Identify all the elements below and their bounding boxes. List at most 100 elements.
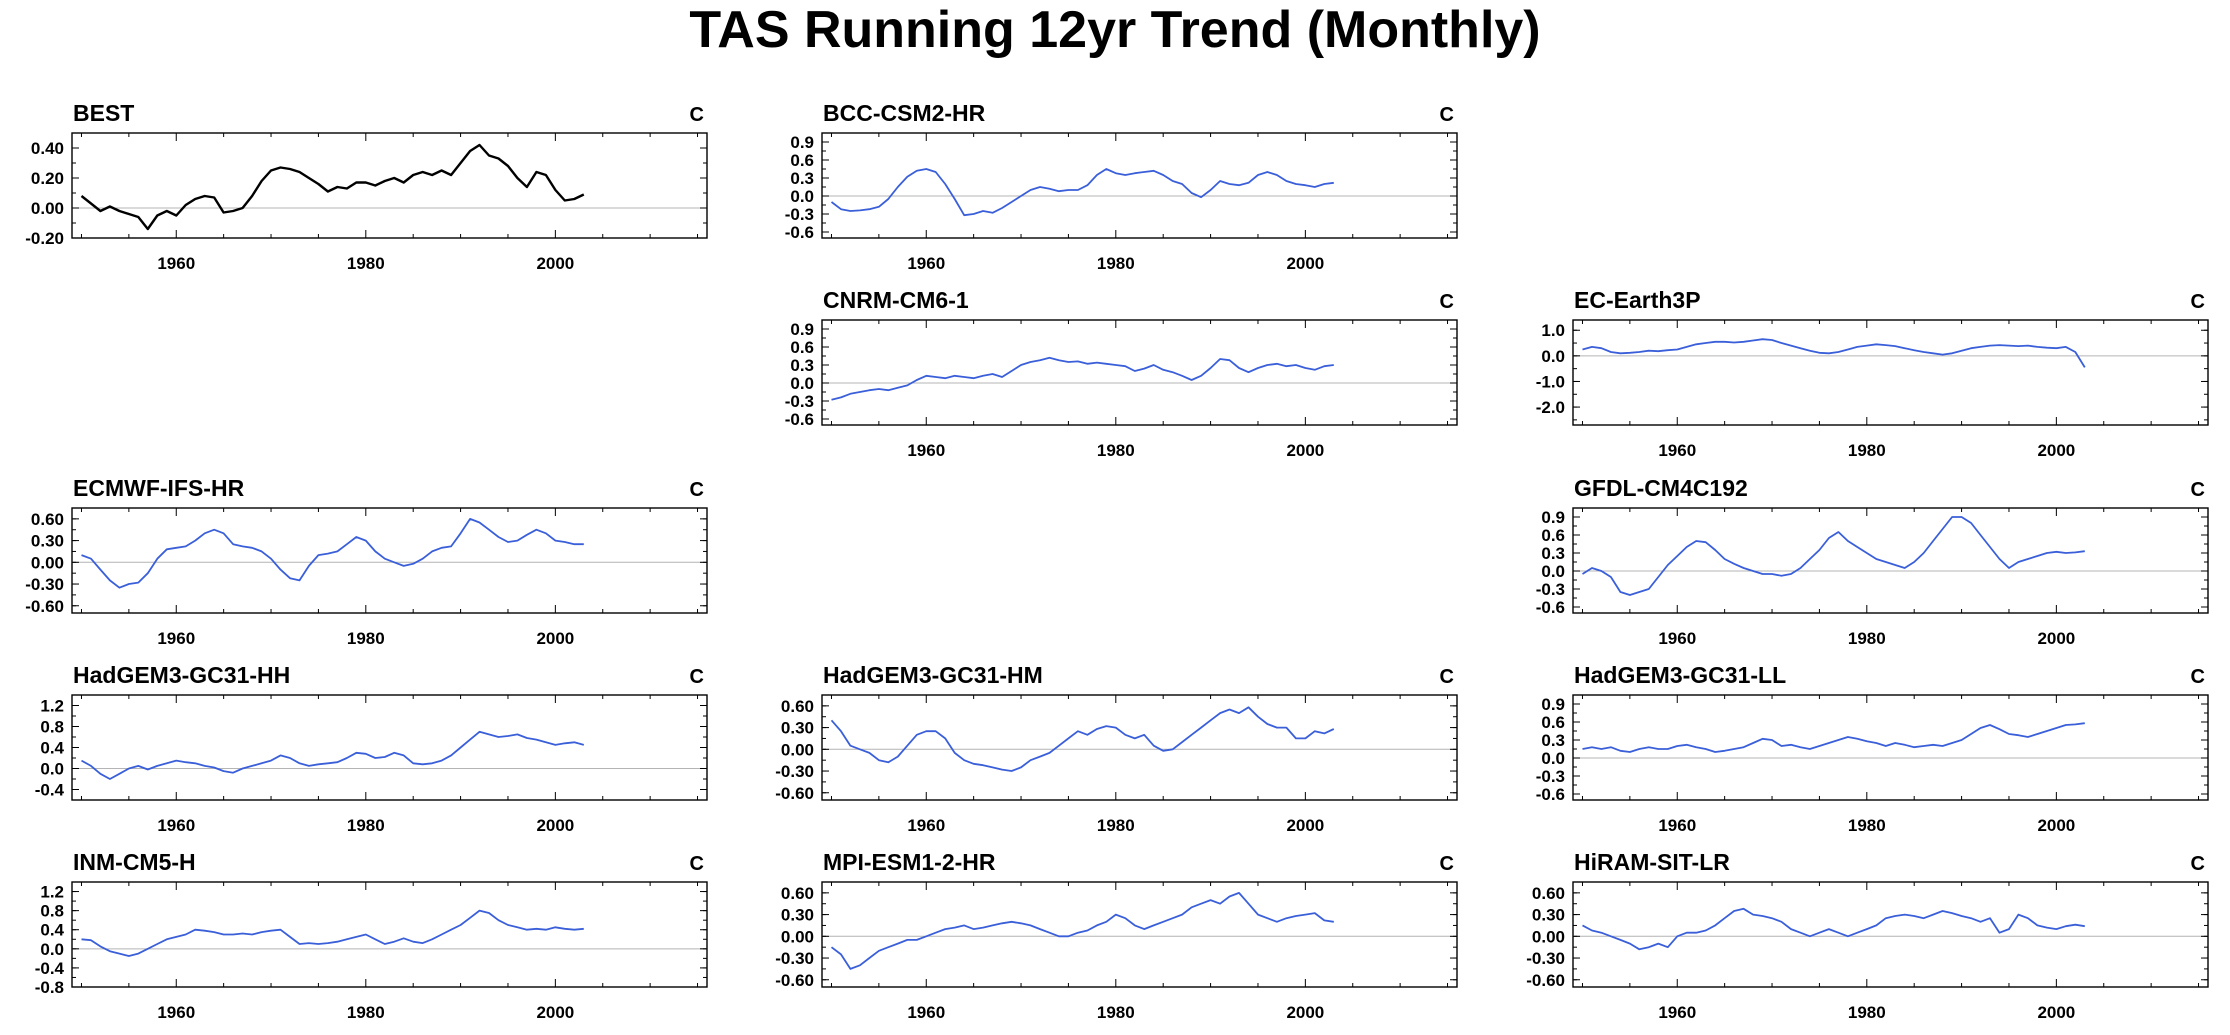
y-tick-label: 0.3: [790, 356, 814, 375]
unit-label: C: [2191, 853, 2205, 875]
panel-ec-earth3p: EC-Earth3P C 1960 1980 2000 1.0 0.0 -1.0 -2.0: [1536, 287, 2209, 460]
y-tick-label: -0.3: [785, 205, 814, 224]
unit-label: C: [690, 104, 704, 126]
x-tick-label: 1980: [1097, 816, 1135, 835]
x-tick-label: 2000: [536, 1003, 574, 1022]
y-tick-label: 0.0: [1541, 347, 1565, 366]
y-tick-label: 0.3: [790, 169, 814, 188]
y-tick-label: 1.2: [40, 883, 64, 902]
series-line-cnrm-cm6-1: [831, 356, 1334, 401]
y-tick-label: -0.6: [785, 223, 814, 242]
y-tick-label: 0.6: [790, 338, 814, 357]
y-tick-label: 0.60: [781, 884, 814, 903]
series-line-hadgem3-gc31-ll: [1582, 722, 2085, 753]
x-tick-label: 1980: [1097, 441, 1135, 460]
panel-hadgem3-gc31-ll: HadGEM3-GC31-LL C 1960 1980 2000 0.90.60.30.0…: [1536, 662, 2209, 835]
x-tick-label: 2000: [536, 816, 574, 835]
panel-title: HadGEM3-GC31-HH: [73, 662, 290, 688]
plot-frame: [1572, 694, 2209, 801]
figure-title: TAS Running 12yr Trend (Monthly): [689, 1, 1541, 59]
y-tick-label: 0.00: [1532, 927, 1565, 946]
panel-cnrm-cm6-1: CNRM-CM6-1 C 1960 1980 2000 0.90.60.30.0-0.3-…: [785, 287, 1458, 460]
y-tick-label: 0.40: [31, 139, 64, 158]
plot-frame: [1572, 319, 2209, 426]
x-tick-label: 1960: [157, 816, 195, 835]
y-tick-label: -0.3: [1536, 580, 1565, 599]
unit-label: C: [1440, 291, 1454, 313]
x-tick-label: 1980: [1097, 1003, 1135, 1022]
panel-title: HiRAM-SIT-LR: [1574, 849, 1730, 875]
panel-hiram-sit-lr: HiRAM-SIT-LR C 1960 1980 2000 0.60 0.30 0.00 -0.…: [1526, 849, 2209, 1022]
y-tick-label: 0.3: [1541, 544, 1565, 563]
unit-label: C: [1440, 104, 1454, 126]
x-tick-label: 1980: [347, 1003, 385, 1022]
y-tick-label: 0.00: [31, 553, 64, 572]
x-tick-label: 1960: [157, 1003, 195, 1022]
panel-title: CNRM-CM6-1: [823, 287, 969, 313]
panel-title: GFDL-CM4C192: [1574, 475, 1748, 501]
x-tick-label: 1980: [1848, 816, 1886, 835]
panel-mpi-esm1-2-hr: MPI-ESM1-2-HR C 1960 1980 2000 0.60 0.30 0.00 -0…: [775, 849, 1458, 1022]
y-tick-label: -0.4: [35, 781, 65, 800]
y-tick-label: 0.0: [40, 760, 64, 779]
unit-label: C: [2191, 479, 2205, 501]
x-tick-label: 1960: [1658, 629, 1696, 648]
unit-label: C: [690, 666, 704, 688]
y-tick-label: 0.4: [40, 921, 64, 940]
x-tick-label: 2000: [2037, 816, 2075, 835]
x-tick-label: 1980: [1097, 254, 1135, 273]
series-line-hiram-sit-lr: [1582, 907, 2085, 951]
unit-label: C: [1440, 666, 1454, 688]
panel-hadgem3-gc31-hm: HadGEM3-GC31-HM C 1960 1980 2000 0.60 0.30 0.00…: [775, 662, 1458, 835]
x-tick-label: 2000: [2037, 1003, 2075, 1022]
panel-title: INM-CM5-H: [73, 849, 196, 875]
y-tick-label: 0.9: [1541, 508, 1565, 527]
plot-frame: [821, 694, 1458, 801]
y-tick-label: 0.30: [31, 532, 64, 551]
unit-label: C: [2191, 291, 2205, 313]
y-tick-label: -0.30: [775, 949, 814, 968]
plot-frame: [71, 881, 708, 988]
unit-label: C: [690, 479, 704, 501]
y-tick-label: 0.8: [40, 718, 64, 737]
y-tick-label: 0.6: [1541, 713, 1565, 732]
y-tick-label: -0.30: [1526, 949, 1565, 968]
y-tick-label: 0.8: [40, 902, 64, 921]
x-tick-label: 2000: [1286, 1003, 1324, 1022]
plot-frame: [1572, 881, 2209, 988]
panel-title: EC-Earth3P: [1574, 287, 1701, 313]
y-tick-label: 0.30: [1532, 906, 1565, 925]
unit-label: C: [2191, 666, 2205, 688]
y-tick-label: 0.3: [1541, 731, 1565, 750]
y-tick-label: -0.60: [25, 597, 64, 616]
panel-title: ECMWF-IFS-HR: [73, 475, 245, 501]
x-tick-label: 1960: [907, 254, 945, 273]
x-tick-label: 1960: [907, 1003, 945, 1022]
x-tick-label: 1960: [157, 254, 195, 273]
y-tick-label: 0.30: [781, 719, 814, 738]
y-tick-label: -0.60: [775, 784, 814, 803]
panel-title: MPI-ESM1-2-HR: [823, 849, 996, 875]
series-line-inm-cm5-h: [81, 909, 584, 957]
y-tick-label: 0.0: [1541, 749, 1565, 768]
series-line-bcc-csm2-hr: [830, 168, 1334, 217]
panel-inm-cm5-h: INM-CM5-H C 1960 1980 2000 1.20.80.40.0-0.4-0…: [35, 849, 708, 1022]
plot-frame: [821, 319, 1458, 426]
y-tick-label: 0.0: [790, 374, 814, 393]
plot-frame: [1572, 507, 2209, 614]
panel-best: BEST C 1960 1980 2000 0.40 0.20 0.00 -0.20: [25, 100, 708, 273]
y-tick-label: 0.0: [790, 187, 814, 206]
panel-title: BEST: [73, 100, 134, 126]
y-tick-label: 0.6: [1541, 526, 1565, 545]
x-tick-label: 1960: [907, 816, 945, 835]
plot-frame: [71, 694, 708, 801]
y-tick-label: -0.3: [1536, 767, 1565, 786]
x-tick-label: 1980: [1848, 1003, 1886, 1022]
panel-bcc-csm2-hr: BCC-CSM2-HR C 1960 1980 2000 0.90.60.30.0-0.3…: [785, 100, 1458, 273]
y-tick-label: 0.4: [40, 739, 64, 758]
y-tick-label: 0.0: [1541, 562, 1565, 581]
x-tick-label: 1980: [1848, 441, 1886, 460]
